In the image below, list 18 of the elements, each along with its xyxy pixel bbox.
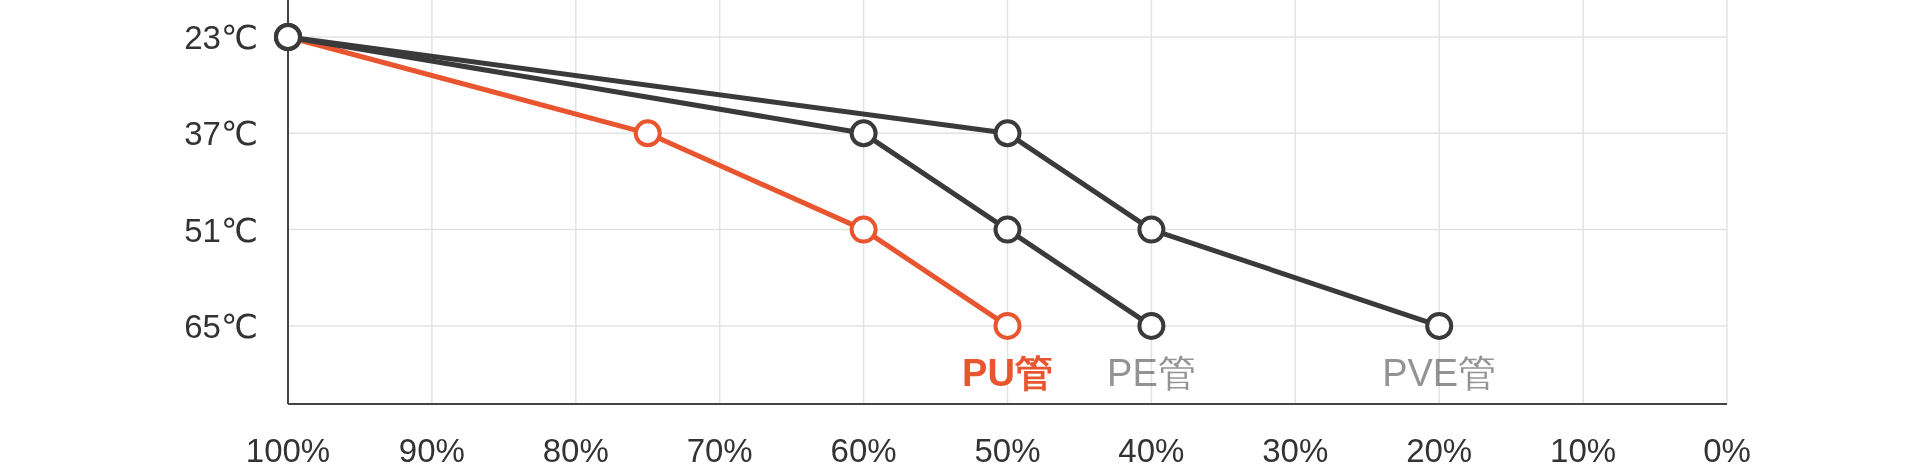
series-label: PU管 [962, 352, 1053, 394]
x-tick-label: 10% [1550, 432, 1617, 469]
series-label: PVE管 [1382, 352, 1497, 394]
x-tick-label: 80% [542, 432, 609, 469]
x-tick-label: 50% [974, 432, 1041, 469]
y-tick-label: 65℃ [184, 307, 258, 345]
x-tick-label: 0% [1703, 432, 1751, 469]
x-tick-label: 30% [1262, 432, 1329, 469]
y-tick-label: 51℃ [184, 211, 258, 249]
x-tick-label: 100% [245, 432, 331, 469]
y-tick-label: 37℃ [184, 115, 258, 153]
x-tick-label: 90% [398, 432, 465, 469]
y-tick-label: 23℃ [184, 19, 258, 56]
x-tick-label: 60% [830, 432, 897, 469]
x-tick-label: 40% [1118, 432, 1185, 469]
x-tick-label: 20% [1406, 432, 1473, 469]
series-label: PE管 [1107, 352, 1196, 394]
x-tick-label: 70% [686, 432, 753, 469]
